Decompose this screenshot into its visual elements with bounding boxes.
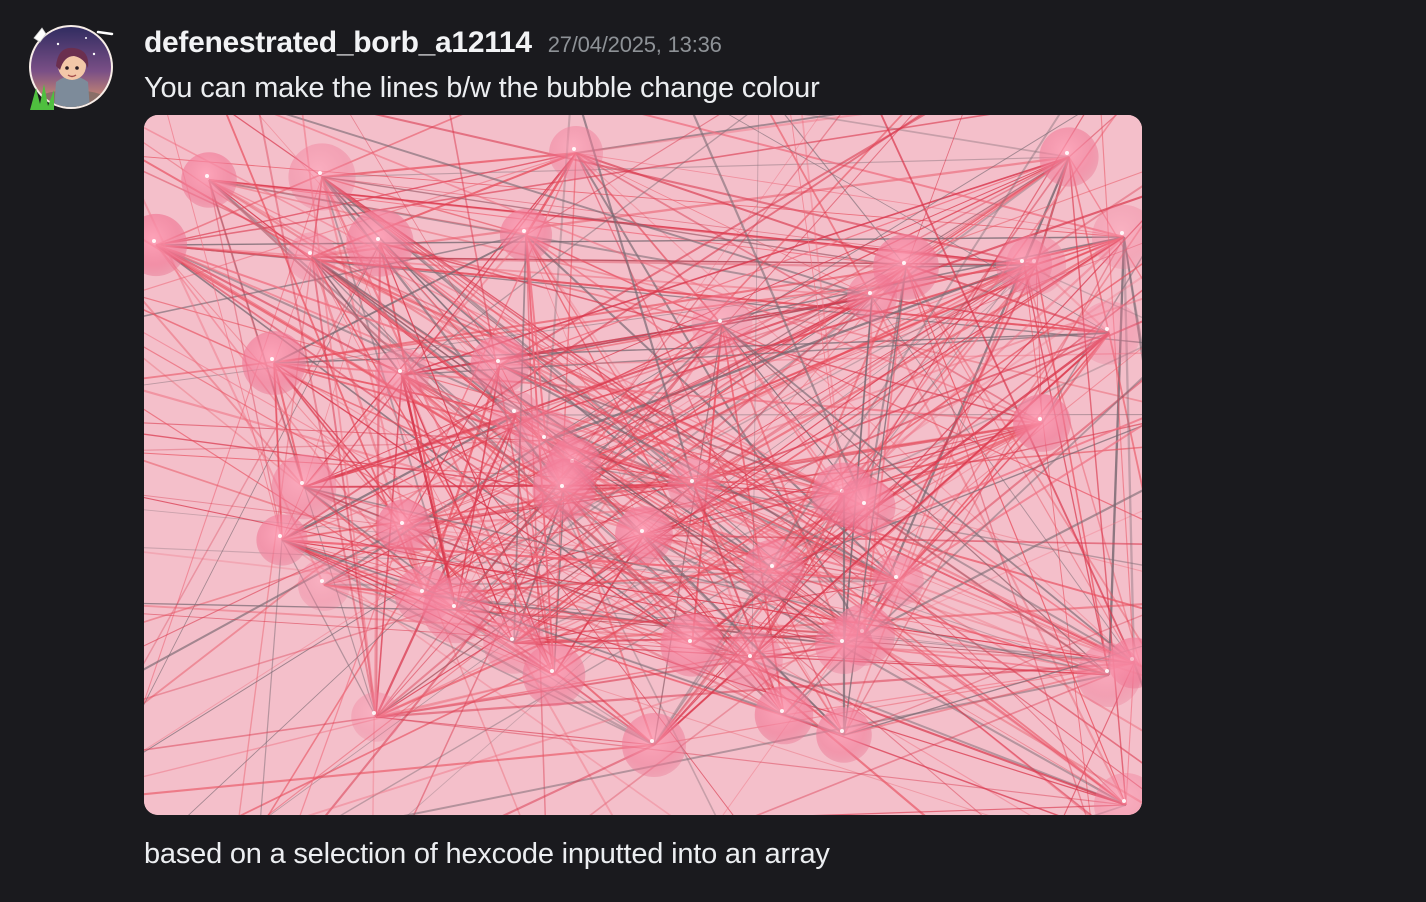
message-header: defenestrated_borb_a12114 27/04/2025, 13…: [144, 26, 722, 66]
username[interactable]: defenestrated_borb_a12114: [144, 26, 532, 59]
message-text-continued: based on a selection of hexcode inputted…: [144, 838, 830, 870]
user-avatar-icon: [29, 25, 114, 110]
bubble-network-image: [144, 115, 1142, 815]
image-attachment[interactable]: [144, 115, 1142, 815]
user-avatar[interactable]: [28, 24, 114, 110]
timestamp[interactable]: 27/04/2025, 13:36: [547, 32, 722, 57]
message-text: You can make the lines b/w the bubble ch…: [144, 72, 820, 104]
